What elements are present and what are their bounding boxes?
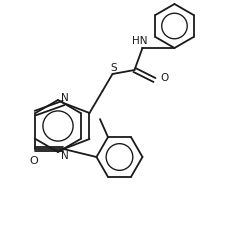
Text: HN: HN [132,36,147,46]
Text: O: O [160,73,169,83]
Text: O: O [29,156,38,166]
Text: S: S [110,63,117,73]
Text: N: N [61,93,68,103]
Text: N: N [61,151,68,161]
